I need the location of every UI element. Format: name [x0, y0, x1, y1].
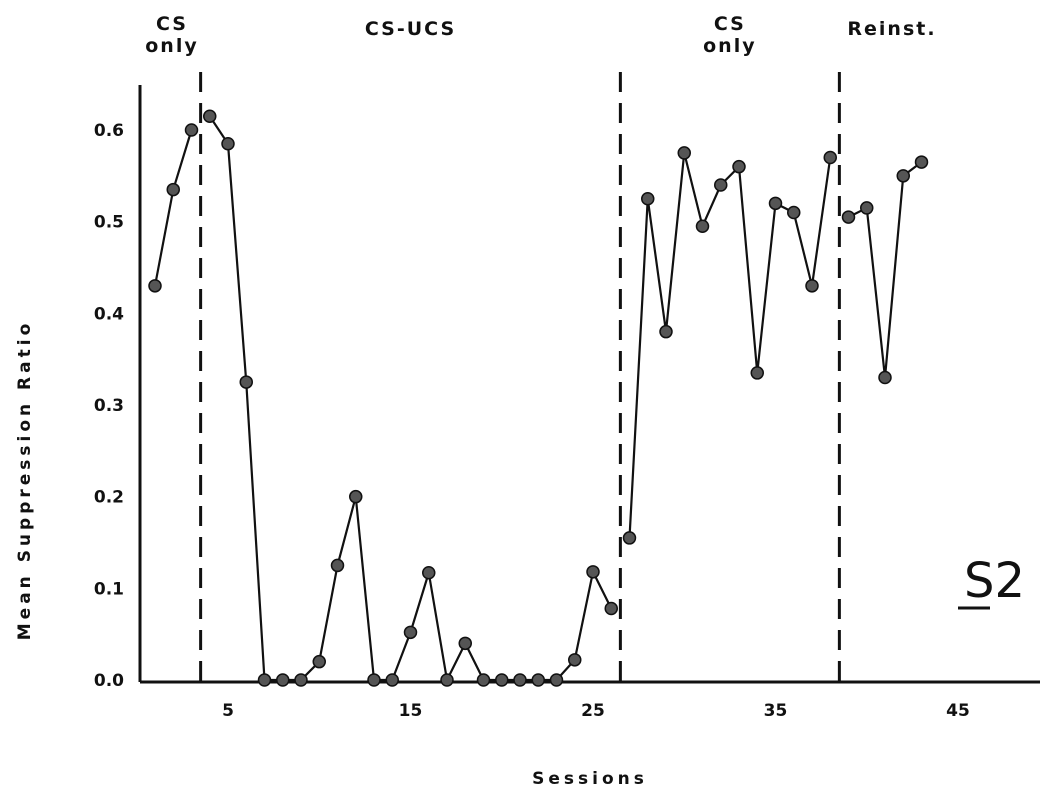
phase-boundaries	[199, 72, 841, 682]
series-line-segment-3	[628, 152, 832, 538]
data-point-session-17	[440, 673, 454, 687]
x-axis-title: Sessions	[532, 769, 648, 789]
data-point-session-34	[750, 366, 764, 380]
data-point-session-1	[148, 279, 162, 293]
series-line-segment-2	[208, 115, 613, 684]
data-point-session-6	[239, 375, 253, 389]
data-point-session-3	[184, 123, 199, 137]
data-point-session-32	[714, 178, 728, 192]
x-tick-label: 45	[946, 701, 970, 721]
data-point-session-9	[294, 673, 308, 687]
data-point-session-30	[677, 146, 691, 160]
series-line-segment-1	[153, 129, 193, 287]
data-point-session-13	[367, 673, 381, 687]
data-point-session-12	[349, 489, 363, 504]
data-point-session-4	[203, 109, 217, 123]
data-point-session-24	[568, 653, 582, 667]
data-point-session-18	[458, 636, 472, 651]
subject-label: S2	[964, 553, 1025, 609]
data-point-session-29	[659, 324, 673, 339]
data-point-session-36	[787, 205, 801, 220]
data-point-session-43	[914, 155, 929, 169]
data-point-session-16	[422, 566, 436, 580]
x-tick-label: 5	[222, 701, 234, 721]
data-point-session-11	[330, 558, 345, 573]
data-point-session-41	[878, 370, 892, 385]
phase-label-2: CS-UCS	[365, 18, 456, 40]
data-point-session-10	[312, 654, 326, 669]
series-line-segment-4	[848, 161, 923, 378]
data-point-session-8	[276, 673, 290, 687]
data-point-session-23	[549, 673, 564, 687]
data-point-session-21	[513, 673, 527, 687]
x-tick-label: 25	[581, 701, 605, 721]
tick-labels: 0.0 0.1 0.2 0.3 0.4 0.5 0.6 5 15 25 35 45	[94, 121, 970, 721]
y-tick-label: 0.0	[94, 671, 124, 691]
y-tick-label: 0.1	[94, 579, 124, 599]
y-tick-label: 0.5	[94, 213, 124, 233]
axes	[138, 85, 1040, 684]
data-point-session-19	[476, 673, 491, 687]
phase-label-4: Reinst.	[847, 18, 936, 40]
series-points	[148, 109, 929, 687]
data-point-session-7	[257, 673, 272, 687]
data-point-session-37	[805, 279, 819, 293]
y-axis-title: Mean Suppression Ratio	[15, 320, 35, 641]
data-point-session-20	[495, 673, 509, 687]
data-point-session-15	[403, 625, 418, 640]
data-point-session-39	[841, 210, 856, 224]
series-lines	[153, 115, 923, 684]
data-point-session-2	[166, 182, 180, 197]
x-tick-label: 35	[764, 701, 788, 721]
y-tick-label: 0.3	[94, 396, 124, 416]
data-point-session-35	[768, 196, 783, 211]
data-point-session-27	[622, 531, 637, 545]
x-tick-label: 15	[399, 701, 423, 721]
data-point-session-26	[604, 601, 618, 616]
y-tick-label: 0.4	[94, 304, 124, 324]
phase-label-3: CS only	[703, 13, 756, 57]
phase-label-1: CS only	[145, 13, 198, 57]
data-point-session-28	[641, 192, 655, 206]
data-point-session-25	[586, 565, 600, 579]
y-tick-label: 0.2	[94, 488, 124, 508]
data-point-session-14	[385, 673, 399, 687]
data-point-session-5	[221, 137, 235, 151]
y-tick-label: 0.6	[94, 121, 124, 141]
phase-labels: CS only CS-UCS CS only Reinst.	[145, 13, 936, 57]
data-point-session-42	[896, 169, 910, 183]
data-point-session-38	[823, 150, 837, 165]
data-point-session-33	[732, 159, 746, 174]
data-point-session-40	[860, 201, 874, 215]
data-point-session-22	[531, 673, 545, 687]
data-point-session-31	[695, 219, 710, 233]
